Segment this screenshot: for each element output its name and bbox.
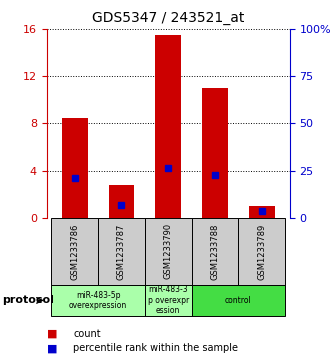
Text: miR-483-3
p overexpr
ession: miR-483-3 p overexpr ession bbox=[148, 285, 189, 315]
Text: ■: ■ bbox=[47, 329, 57, 339]
Bar bbox=[249, 206, 274, 218]
Bar bbox=[51, 218, 98, 285]
Text: GSM1233787: GSM1233787 bbox=[117, 223, 126, 280]
Text: count: count bbox=[73, 329, 101, 339]
Bar bbox=[62, 118, 88, 218]
Text: GSM1233788: GSM1233788 bbox=[210, 223, 219, 280]
Text: ■: ■ bbox=[47, 343, 57, 354]
Bar bbox=[109, 185, 134, 218]
Bar bbox=[155, 35, 181, 218]
Bar bbox=[191, 285, 285, 316]
Text: miR-483-5p
overexpression: miR-483-5p overexpression bbox=[69, 291, 127, 310]
Bar bbox=[202, 88, 228, 218]
Text: percentile rank within the sample: percentile rank within the sample bbox=[73, 343, 238, 354]
Title: GDS5347 / 243521_at: GDS5347 / 243521_at bbox=[92, 11, 244, 25]
Bar bbox=[98, 218, 145, 285]
Bar bbox=[238, 218, 285, 285]
Bar bbox=[51, 285, 145, 316]
Text: protocol: protocol bbox=[2, 295, 54, 305]
Text: GSM1233790: GSM1233790 bbox=[164, 223, 173, 280]
Text: GSM1233786: GSM1233786 bbox=[70, 223, 79, 280]
Bar bbox=[145, 285, 191, 316]
Bar bbox=[191, 218, 238, 285]
Text: GSM1233789: GSM1233789 bbox=[257, 223, 266, 280]
Bar bbox=[145, 218, 191, 285]
Text: control: control bbox=[225, 296, 252, 305]
